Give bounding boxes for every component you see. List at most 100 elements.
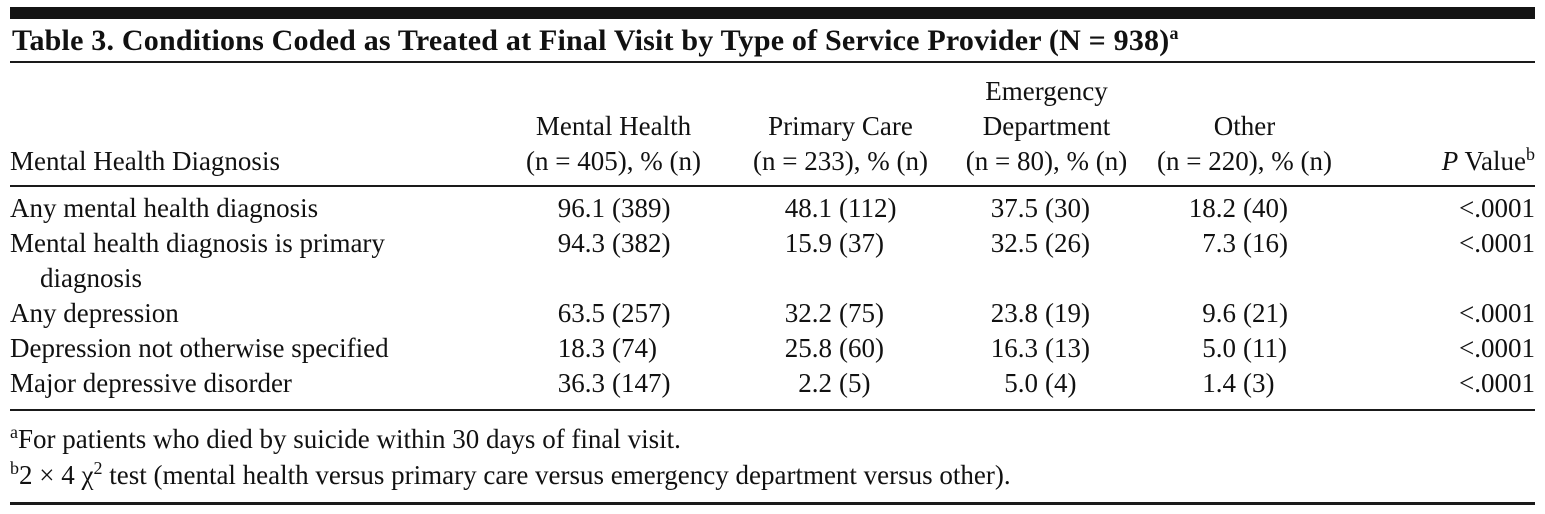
cell-n: (5) xyxy=(839,368,871,398)
top-rule-bar xyxy=(10,7,1535,19)
cell-p-value: <.0001 xyxy=(1459,228,1535,258)
cell-emergency: 37.5 (30) xyxy=(954,186,1139,226)
cell-other: 18.2 (40) xyxy=(1139,186,1350,226)
cell-other: 1.4 (3) xyxy=(1139,366,1350,411)
cell-n: (147) xyxy=(612,368,671,398)
cell-pct: 15.9 xyxy=(784,228,832,258)
cell-p-value: <.0001 xyxy=(1459,298,1535,328)
header-primary-care-name: Primary Care xyxy=(768,111,913,141)
cell-pct: 94.3 xyxy=(557,228,605,258)
table-row-depression-nos: Depression not otherwise specified 18.3(… xyxy=(10,331,1535,366)
cell-primary-care: 32.2 (75) xyxy=(727,296,954,331)
cell-pct: 32.2 xyxy=(784,298,832,328)
cell-pct: 18.3 xyxy=(557,333,605,363)
table-row-any-mental-health-diagnosis: Any mental health diagnosis 96.1 (389) 48… xyxy=(10,186,1535,226)
cell-n: (13) xyxy=(1045,333,1090,363)
row-label: Any depression xyxy=(10,298,179,328)
header-row: Mental Health Diagnosis Mental Health (n… xyxy=(10,66,1535,187)
cell-n: (30) xyxy=(1045,193,1090,223)
cell-pct: 7.3 xyxy=(1202,228,1236,258)
cell-n: (112) xyxy=(839,193,897,223)
cell-n: (74) xyxy=(612,333,657,363)
cell-mental-health: 36.3 (147) xyxy=(500,366,727,411)
cell-n: (11) xyxy=(1243,333,1287,363)
table-row-mh-diagnosis-is-primary: Mental health diagnosis is primary diagn… xyxy=(10,226,1535,296)
cell-pct: 32.5 xyxy=(990,228,1038,258)
header-mental-health-n: (n = 405), % (n) xyxy=(526,146,701,176)
cell-n: (16) xyxy=(1243,228,1288,258)
cell-n: (382) xyxy=(612,228,671,258)
header-other-n: (n = 220), % (n) xyxy=(1157,146,1332,176)
footnote-b-text-pre: 2 × 4 χ xyxy=(19,460,94,490)
header-mental-health: Mental Health (n = 405), % (n) xyxy=(500,66,727,187)
header-mental-health-diagnosis: Mental Health Diagnosis xyxy=(10,66,500,187)
cell-n: (40) xyxy=(1243,193,1288,223)
cell-pct: 5.0 xyxy=(1004,368,1038,398)
cell-n: (26) xyxy=(1045,228,1090,258)
conditions-table: Mental Health Diagnosis Mental Health (n… xyxy=(10,66,1535,411)
cell-p-value: <.0001 xyxy=(1459,333,1535,363)
header-mental-health-name: Mental Health xyxy=(535,111,692,141)
footnote-a: aFor patients who died by suicide within… xyxy=(10,421,1535,457)
cell-mental-health: 18.3 (74) xyxy=(500,331,727,366)
p-value-italic-p: P xyxy=(1441,146,1459,176)
cell-n: (75) xyxy=(839,298,884,328)
header-emergency-department: Emergency Department (n = 80), % (n) xyxy=(954,66,1139,187)
cell-n: (257) xyxy=(612,298,671,328)
footnote-b-text-post: test (mental health versus primary care … xyxy=(102,460,1011,490)
cell-n: (4) xyxy=(1045,368,1077,398)
header-other: Other (n = 220), % (n) xyxy=(1139,66,1350,187)
chi-squared-exponent: 2 xyxy=(93,458,103,478)
header-p-value: P Valueb xyxy=(1350,66,1535,187)
cell-n: (3) xyxy=(1243,368,1275,398)
cell-pct: 16.3 xyxy=(990,333,1038,363)
cell-emergency: 16.3 (13) xyxy=(954,331,1139,366)
row-label: Mental health diagnosis is primary diagn… xyxy=(10,226,500,296)
row-label: Any mental health diagnosis xyxy=(10,193,319,223)
cell-pct: 5.0 xyxy=(1202,333,1236,363)
footnotes: aFor patients who died by suicide within… xyxy=(10,421,1535,493)
cell-mental-health: 96.1 (389) xyxy=(500,186,727,226)
bottom-rule xyxy=(10,502,1535,505)
cell-pct: 9.6 xyxy=(1202,298,1236,328)
cell-n: (37) xyxy=(839,228,884,258)
cell-primary-care: 15.9 (37) xyxy=(727,226,954,296)
cell-pct: 18.2 xyxy=(1188,193,1236,223)
cell-emergency: 23.8 (19) xyxy=(954,296,1139,331)
cell-pct: 37.5 xyxy=(990,193,1038,223)
cell-other: 5.0 (11) xyxy=(1139,331,1350,366)
cell-pct: 25.8 xyxy=(784,333,832,363)
p-value-footnote-marker: b xyxy=(1526,144,1535,164)
cell-other: 9.6 (21) xyxy=(1139,296,1350,331)
cell-primary-care: 25.8 (60) xyxy=(727,331,954,366)
footnote-b: b2 × 4 χ2 test (mental health versus pri… xyxy=(10,457,1535,493)
header-primary-care: Primary Care (n = 233), % (n) xyxy=(727,66,954,187)
p-value-rest: Value xyxy=(1458,146,1527,176)
row-label: Major depressive disorder xyxy=(10,366,500,411)
footnote-a-marker: a xyxy=(10,422,18,442)
header-primary-care-n: (n = 233), % (n) xyxy=(753,146,928,176)
cell-primary-care: 2.2 (5) xyxy=(727,366,954,411)
title-divider-rule xyxy=(10,61,1535,63)
cell-pct: 96.1 xyxy=(557,193,605,223)
table-title-text: Table 3. Conditions Coded as Treated at … xyxy=(12,24,1170,57)
cell-pct: 1.4 xyxy=(1202,368,1236,398)
cell-p-value: <.0001 xyxy=(1350,366,1535,411)
cell-emergency: 32.5 (26) xyxy=(954,226,1139,296)
cell-pct: 63.5 xyxy=(557,298,605,328)
cell-pct: 36.3 xyxy=(557,368,605,398)
table-title: Table 3. Conditions Coded as Treated at … xyxy=(12,24,1532,58)
cell-pct: 23.8 xyxy=(990,298,1038,328)
row-label-line2: diagnosis xyxy=(40,263,143,293)
header-emergency-department-name: Emergency Department xyxy=(982,76,1111,141)
row-label: Depression not otherwise specified xyxy=(10,333,389,363)
table-row-major-depressive-disorder: Major depressive disorder 36.3 (147) 2.2(… xyxy=(10,366,1535,411)
cell-mental-health: 63.5 (257) xyxy=(500,296,727,331)
header-other-name: Other xyxy=(1213,111,1276,141)
cell-p-value: <.0001 xyxy=(1459,193,1535,223)
title-footnote-marker: a xyxy=(1169,23,1179,43)
table-row-any-depression: Any depression 63.5 (257) 32.2 (75) 23.8 (1… xyxy=(10,296,1535,331)
cell-mental-health: 94.3 (382) xyxy=(500,226,727,296)
cell-n: (21) xyxy=(1243,298,1288,328)
